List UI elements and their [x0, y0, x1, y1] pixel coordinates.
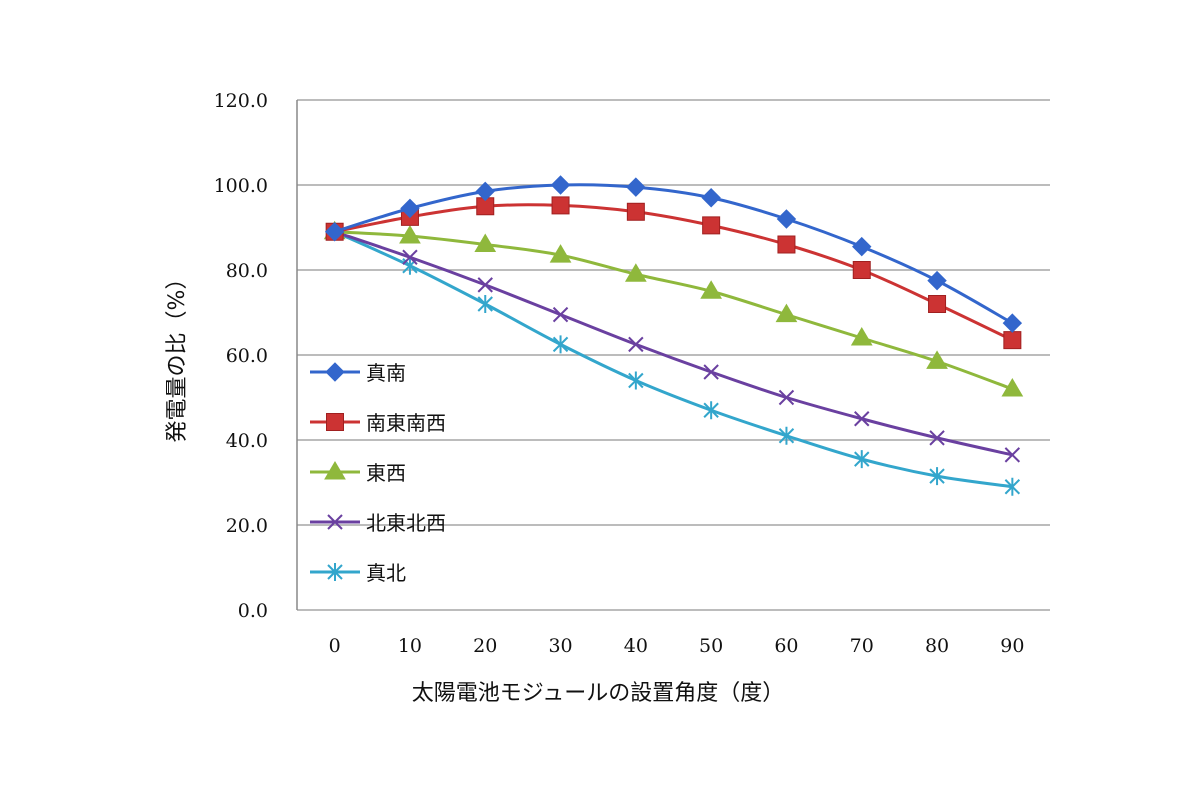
data-point — [402, 249, 418, 265]
data-point — [929, 430, 945, 446]
data-point — [1003, 331, 1022, 350]
data-point — [776, 209, 797, 229]
y-axis-title: 発電量の比（%） — [165, 268, 190, 443]
data-point — [1004, 477, 1021, 496]
data-point — [474, 233, 497, 252]
y-tick-label: 20.0 — [226, 515, 268, 537]
x-tick-label: 50 — [699, 635, 723, 657]
legend-item: 南東南西 — [310, 411, 446, 435]
data-point — [552, 306, 569, 323]
data-point — [700, 280, 723, 299]
series-3 — [323, 220, 1024, 397]
data-point — [626, 202, 645, 221]
data-point — [477, 277, 493, 293]
y-tick-label: 60.0 — [226, 345, 268, 367]
data-point — [552, 335, 569, 354]
legend-item: 北東北西 — [310, 511, 446, 535]
x-tick-label: 40 — [624, 635, 648, 657]
y-tick-label: 80.0 — [226, 260, 268, 282]
legend-item: 真北 — [310, 561, 406, 585]
data-point — [703, 401, 719, 420]
legend-label: 南東南西 — [366, 411, 446, 435]
legend-marker — [327, 563, 343, 581]
series-line — [334, 203, 1013, 342]
data-point — [775, 303, 798, 323]
data-point — [549, 244, 572, 263]
data-point — [702, 216, 721, 235]
data-point — [703, 364, 719, 380]
data-point — [628, 336, 644, 353]
data-point — [777, 235, 796, 254]
data-point — [400, 198, 420, 219]
x-tick-label: 90 — [1000, 635, 1024, 657]
legend-label: 北東北西 — [366, 511, 446, 535]
data-point — [778, 426, 795, 445]
legend-marker — [327, 514, 343, 530]
data-point — [475, 181, 495, 202]
data-point — [928, 295, 947, 313]
data-point — [628, 371, 644, 390]
data-point — [778, 389, 795, 406]
series-line — [334, 183, 1014, 325]
legend-item: 東西 — [310, 461, 406, 485]
legend-marker — [324, 461, 346, 480]
data-point — [926, 350, 948, 369]
x-tick-label: 0 — [329, 635, 341, 657]
x-tick-label: 70 — [850, 635, 874, 657]
legend-label: 真南 — [366, 361, 406, 385]
data-point — [850, 327, 873, 346]
legend-label: 東西 — [366, 461, 406, 485]
data-point — [852, 261, 871, 279]
x-axis-title: 太陽電池モジュールの設置角度（度） — [412, 681, 784, 706]
legend-marker — [326, 413, 344, 431]
data-point — [701, 188, 721, 208]
series-line — [334, 230, 1013, 391]
data-point — [550, 175, 571, 195]
data-point — [854, 411, 870, 427]
data-point — [927, 270, 947, 291]
legend-marker — [325, 362, 345, 382]
series-2 — [325, 196, 1022, 350]
axis-layer: 0.0 20.0 40.0 60.0 80.0 100.0 120.0 0 10 20 30 40 50… — [214, 90, 1025, 657]
data-point — [854, 450, 870, 469]
y-tick-label: 40.0 — [226, 430, 268, 452]
y-tick-label: 120.0 — [214, 90, 268, 112]
series-layer — [323, 175, 1024, 496]
data-point — [324, 222, 345, 242]
data-point — [477, 295, 493, 313]
data-point — [399, 225, 421, 244]
x-tick-label: 80 — [925, 635, 949, 657]
y-tick-label: 0.0 — [238, 600, 268, 622]
legend-item: 真南 — [310, 361, 406, 385]
grid-layer — [297, 99, 1050, 611]
data-point — [1001, 378, 1024, 397]
x-tick-label: 60 — [774, 635, 798, 657]
x-tick-label: 10 — [398, 635, 422, 657]
data-point — [929, 467, 945, 486]
data-point — [852, 236, 872, 257]
x-tick-label: 30 — [548, 635, 572, 657]
series-1 — [324, 175, 1023, 333]
data-point — [551, 196, 570, 215]
x-tick-label: 20 — [473, 635, 497, 657]
legend-label: 真北 — [366, 561, 406, 585]
data-point — [1004, 447, 1021, 463]
series-line — [334, 230, 1013, 457]
data-point — [1002, 313, 1023, 333]
series-line — [334, 230, 1013, 489]
data-point — [624, 263, 647, 282]
y-tick-label: 100.0 — [214, 175, 268, 197]
data-point — [626, 177, 646, 197]
